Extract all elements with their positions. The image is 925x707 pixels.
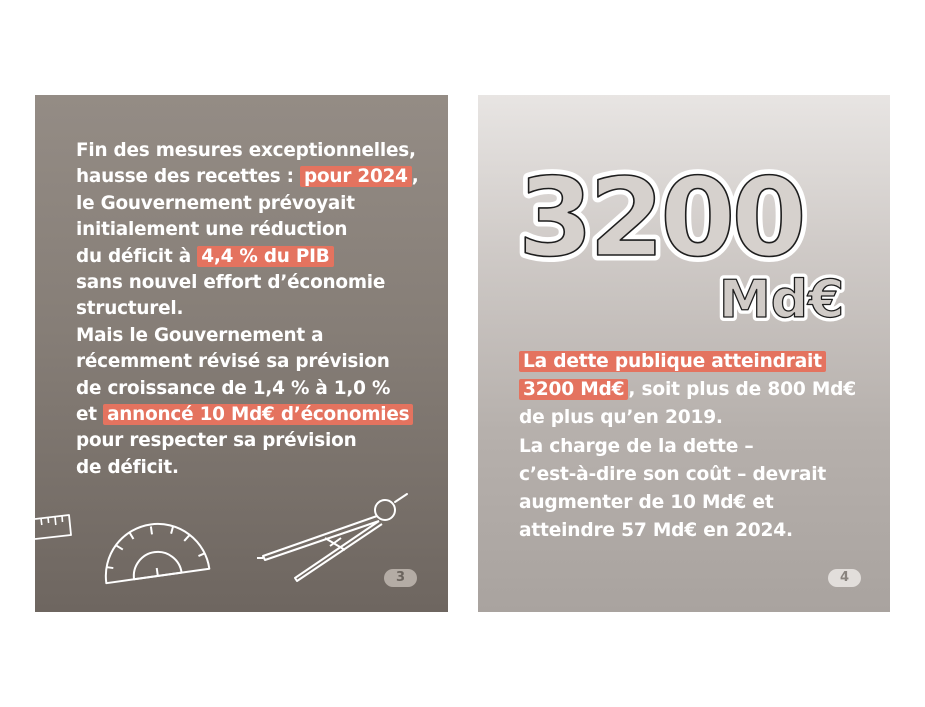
text-segment: sans nouvel effort d’économie [76, 272, 386, 294]
page-4-text: La dette publique atteindrait 3200 Md€, s… [519, 348, 856, 545]
highlighted-text: La dette publique atteindrait [519, 351, 826, 372]
text-line: initialement une réduction [76, 217, 419, 243]
text-line: c’est-à-dire son coût – devrait [519, 461, 856, 489]
highlighted-text: 3200 Md€ [519, 379, 629, 401]
text-segment: structurel. [76, 298, 184, 320]
text-segment: et [76, 404, 104, 426]
text-segment: de déficit. [76, 456, 179, 478]
text-segment: c’est-à-dire son coût – devrait [519, 463, 827, 485]
text-line: 3200 Md€, soit plus de 800 Md€ [519, 376, 856, 404]
text-line: Fin des mesures exceptionnelles, [76, 138, 419, 164]
text-segment: , soit plus de 800 Md€ [628, 379, 856, 401]
text-line: La charge de la dette – [519, 433, 856, 461]
compass-icon [257, 493, 408, 582]
text-segment: Mais le Gouvernement a [76, 324, 324, 346]
text-line: atteindre 57 Md€ en 2024. [519, 517, 856, 545]
text-segment: le Gouvernement prévoyait [76, 192, 355, 214]
text-line: structurel. [76, 296, 419, 322]
text-segment: initialement une réduction [76, 219, 348, 241]
text-line: hausse des recettes : pour 2024, [76, 164, 419, 190]
page-3: Fin des mesures exceptionnelles, hausse d… [35, 95, 448, 612]
text-line: La dette publique atteindrait [519, 348, 856, 376]
text-segment: La charge de la dette – [519, 435, 754, 457]
ruler-icon [35, 514, 72, 540]
highlighted-text: annoncé 10 Md€ d’économies [103, 404, 414, 426]
text-line: et annoncé 10 Md€ d’économies [76, 402, 419, 428]
highlighted-text: pour 2024 [300, 166, 412, 188]
text-line: récemment révisé sa prévision [76, 349, 419, 375]
big-number: 3200 [518, 156, 803, 281]
text-line: de déficit. [76, 455, 419, 481]
text-line: de plus qu’en 2019. [519, 404, 856, 432]
text-segment: récemment révisé sa prévision [76, 351, 390, 373]
protractor-icon [104, 522, 211, 585]
big-unit-outline: Md€ [719, 270, 844, 330]
text-segment: augmenter de 10 Md€ et [519, 492, 774, 514]
page-number-3: 3 [384, 569, 417, 587]
big-number-outline: 3200 [518, 156, 803, 281]
big-number-graphic: 3200 3200 Md€ Md€ [513, 151, 849, 335]
text-segment: de croissance de 1,4 % à 1,0 % [76, 377, 391, 399]
text-line: augmenter de 10 Md€ et [519, 489, 856, 517]
text-line: du déficit à 4,4 % du PIB [76, 244, 419, 270]
text-line: Mais le Gouvernement a [76, 323, 419, 349]
text-segment: pour respecter sa prévision [76, 430, 357, 452]
page-number-4: 4 [828, 569, 861, 587]
text-segment: atteindre 57 Md€ en 2024. [519, 520, 793, 542]
text-line: de croissance de 1,4 % à 1,0 % [76, 376, 419, 402]
highlighted-text: 4,4 % du PIB [197, 245, 334, 267]
big-unit: Md€ [719, 270, 844, 330]
text-segment: hausse des recettes : [76, 166, 301, 188]
text-line: sans nouvel effort d’économie [76, 270, 419, 296]
text-segment: , [411, 166, 419, 188]
page-3-text: Fin des mesures exceptionnelles, hausse d… [76, 138, 419, 481]
text-line: pour respecter sa prévision [76, 428, 419, 454]
text-segment: Fin des mesures exceptionnelles, [76, 140, 416, 161]
text-segment: du déficit à [76, 245, 198, 267]
text-line: le Gouvernement prévoyait [76, 191, 419, 217]
page-4: 3200 3200 Md€ Md€ La dette publique atte… [478, 95, 890, 612]
text-segment: de plus qu’en 2019. [519, 407, 723, 429]
